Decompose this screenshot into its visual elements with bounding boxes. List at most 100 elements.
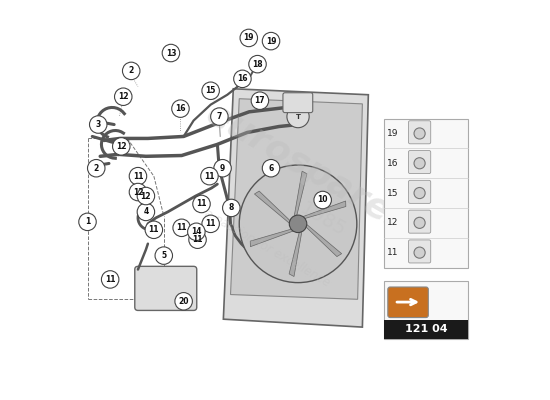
Text: 11: 11: [387, 248, 399, 257]
Circle shape: [234, 70, 251, 88]
FancyBboxPatch shape: [409, 240, 431, 263]
Polygon shape: [223, 89, 368, 327]
Text: 11: 11: [196, 200, 207, 208]
Circle shape: [202, 82, 219, 100]
Circle shape: [175, 292, 192, 310]
Text: 14: 14: [191, 227, 202, 236]
Text: 3: 3: [96, 120, 101, 129]
Circle shape: [249, 56, 266, 73]
Polygon shape: [230, 99, 362, 299]
Text: 5: 5: [161, 251, 166, 260]
Circle shape: [79, 213, 96, 230]
Bar: [384, 282, 468, 339]
Circle shape: [137, 187, 155, 205]
Circle shape: [193, 195, 210, 213]
Text: 12: 12: [141, 192, 151, 200]
Circle shape: [287, 106, 309, 128]
FancyBboxPatch shape: [409, 150, 431, 174]
Text: 1: 1: [85, 217, 90, 226]
Circle shape: [262, 32, 280, 50]
Polygon shape: [289, 231, 302, 276]
Text: T: T: [295, 114, 300, 120]
Text: 18: 18: [252, 60, 263, 69]
Text: 16: 16: [237, 74, 248, 83]
Text: 6: 6: [268, 164, 274, 173]
Polygon shape: [302, 201, 346, 219]
Text: 20: 20: [178, 297, 189, 306]
Polygon shape: [250, 229, 294, 247]
Text: 4: 4: [144, 208, 149, 216]
Text: 11: 11: [192, 235, 203, 244]
Circle shape: [189, 231, 206, 248]
Circle shape: [172, 100, 189, 117]
Circle shape: [289, 215, 307, 232]
Circle shape: [90, 116, 107, 133]
Circle shape: [262, 160, 280, 177]
Text: 15: 15: [387, 188, 399, 198]
Text: 12: 12: [116, 142, 126, 151]
Circle shape: [251, 92, 268, 110]
Text: 11: 11: [177, 223, 187, 232]
Polygon shape: [294, 171, 307, 217]
Text: 16: 16: [387, 159, 399, 168]
Text: 9: 9: [220, 164, 225, 173]
Bar: [384, 118, 468, 268]
Circle shape: [87, 160, 105, 177]
Text: 2: 2: [94, 164, 99, 173]
Circle shape: [101, 271, 119, 288]
Text: 17: 17: [255, 96, 265, 105]
Text: 2: 2: [129, 66, 134, 76]
Circle shape: [155, 247, 173, 264]
Bar: [384, 320, 468, 339]
Circle shape: [162, 44, 180, 62]
Text: 11: 11: [204, 172, 215, 181]
FancyBboxPatch shape: [409, 121, 431, 144]
Circle shape: [201, 168, 218, 185]
Polygon shape: [255, 191, 291, 224]
Circle shape: [214, 160, 232, 177]
Text: 11: 11: [133, 172, 143, 181]
Circle shape: [188, 223, 205, 240]
Text: 12: 12: [118, 92, 129, 101]
Circle shape: [145, 221, 163, 238]
Circle shape: [113, 138, 130, 155]
Circle shape: [123, 62, 140, 80]
Circle shape: [137, 203, 155, 221]
Text: 12: 12: [133, 188, 143, 196]
FancyBboxPatch shape: [135, 266, 197, 310]
Circle shape: [129, 183, 147, 201]
Text: 19: 19: [266, 37, 276, 46]
FancyBboxPatch shape: [409, 210, 431, 233]
Circle shape: [129, 168, 147, 185]
Circle shape: [314, 191, 332, 209]
Circle shape: [414, 247, 425, 258]
Text: 15: 15: [206, 86, 216, 95]
FancyBboxPatch shape: [283, 93, 313, 113]
Circle shape: [414, 128, 425, 139]
Text: 16: 16: [175, 104, 186, 113]
Circle shape: [211, 108, 228, 125]
Circle shape: [114, 88, 132, 106]
Circle shape: [239, 165, 357, 283]
Text: 10: 10: [317, 196, 328, 204]
Circle shape: [223, 199, 240, 217]
Text: a passion for excellence: a passion for excellence: [202, 206, 332, 289]
FancyBboxPatch shape: [409, 180, 431, 203]
Circle shape: [414, 217, 425, 228]
FancyBboxPatch shape: [388, 287, 428, 318]
Text: 121 04: 121 04: [405, 324, 447, 334]
Text: 8: 8: [229, 204, 234, 212]
Circle shape: [240, 29, 257, 47]
Text: 11: 11: [148, 225, 159, 234]
Circle shape: [414, 158, 425, 169]
Text: 12: 12: [387, 218, 399, 227]
Text: 19: 19: [387, 129, 399, 138]
Circle shape: [414, 188, 425, 199]
Circle shape: [202, 215, 219, 232]
Text: 13: 13: [166, 48, 176, 58]
Text: 19: 19: [244, 34, 254, 42]
Text: 11: 11: [205, 219, 216, 228]
Text: 1985: 1985: [296, 199, 349, 240]
Text: eurospares: eurospares: [199, 96, 414, 240]
Polygon shape: [305, 224, 342, 256]
